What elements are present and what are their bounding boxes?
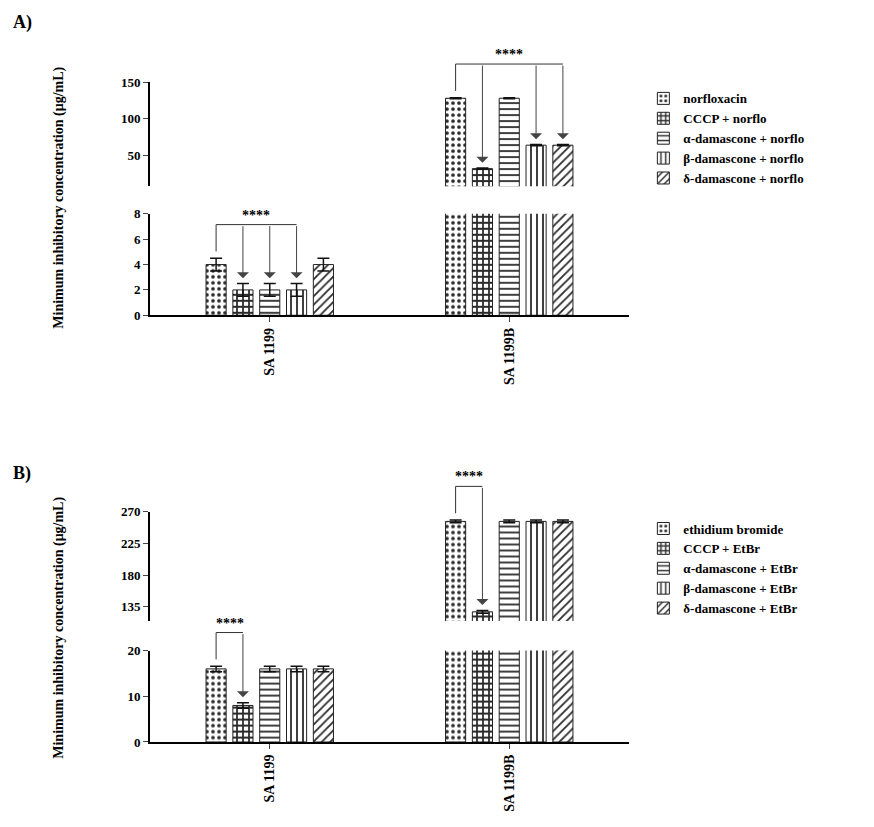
svg-text:135: 135 [121, 599, 141, 614]
svg-text:****: **** [242, 208, 270, 223]
svg-text:SA 1199: SA 1199 [262, 328, 277, 376]
svg-text:0: 0 [134, 308, 141, 323]
svg-text:10: 10 [127, 689, 140, 704]
svg-text:0: 0 [134, 735, 141, 750]
svg-text:SA 1199B: SA 1199B [502, 328, 517, 385]
svg-text:****: **** [455, 469, 483, 484]
svg-text:6: 6 [134, 232, 141, 247]
svg-text:B): B) [13, 463, 31, 484]
svg-text:2: 2 [134, 282, 141, 297]
svg-text:CCCP + norflo: CCCP + norflo [683, 111, 766, 126]
svg-text:180: 180 [121, 568, 141, 583]
svg-text:20: 20 [127, 643, 140, 658]
svg-text:Minimum inhibitory concentrati: Minimum inhibitory concentration (μg/mL) [51, 66, 67, 328]
svg-text:100: 100 [121, 111, 141, 126]
svg-text:δ-damascone + norflo: δ-damascone + norflo [683, 171, 803, 186]
svg-text:β-damascone + norflo: β-damascone + norflo [683, 151, 803, 166]
svg-text:CCCP + EtBr: CCCP + EtBr [683, 541, 760, 556]
svg-text:SA 1199B: SA 1199B [502, 755, 517, 812]
svg-text:δ-damascone + EtBr: δ-damascone + EtBr [683, 601, 797, 616]
svg-text:Minimum inhibitory concentrati: Minimum inhibitory concentration (μg/mL) [51, 497, 67, 759]
svg-text:270: 270 [121, 504, 141, 519]
svg-text:norfloxacin: norfloxacin [683, 91, 747, 106]
svg-text:****: **** [216, 616, 244, 631]
svg-text:ethidium bromide: ethidium bromide [683, 522, 783, 537]
svg-text:225: 225 [121, 536, 141, 551]
svg-text:4: 4 [134, 257, 141, 272]
svg-text:A): A) [13, 12, 32, 33]
svg-text:β-damascone + EtBr: β-damascone + EtBr [683, 581, 797, 596]
svg-text:α-damascone + norflo: α-damascone + norflo [683, 131, 804, 146]
svg-text:150: 150 [121, 75, 141, 90]
svg-text:SA 1199: SA 1199 [262, 755, 277, 803]
svg-text:8: 8 [134, 206, 141, 221]
svg-text:50: 50 [127, 148, 140, 163]
svg-text:****: **** [495, 47, 523, 62]
svg-text:α-damascone + EtBr: α-damascone + EtBr [683, 561, 798, 576]
